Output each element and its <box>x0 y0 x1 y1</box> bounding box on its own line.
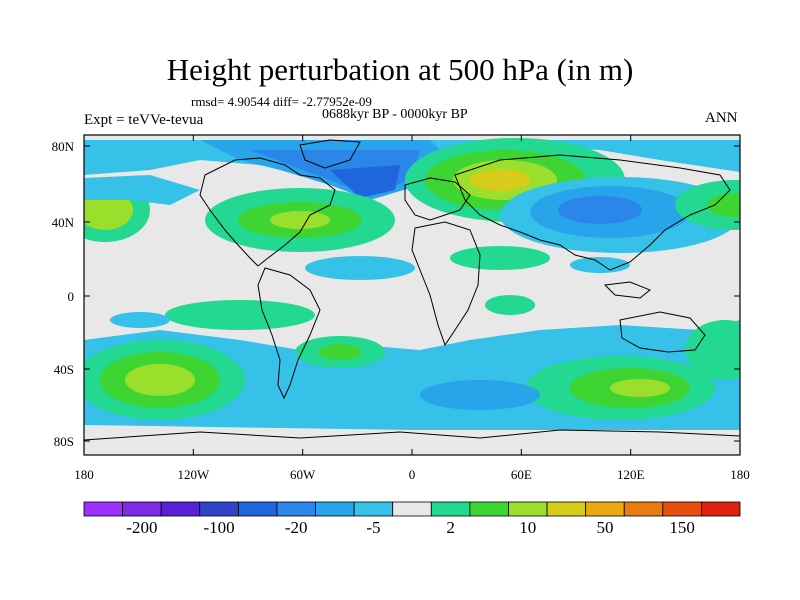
contour-green-mid <box>707 193 740 217</box>
x-tick-label: 120W <box>177 467 210 482</box>
colorbar-label: 10 <box>519 518 536 537</box>
contour-blue-dark <box>558 196 642 224</box>
contour-green <box>685 320 740 380</box>
x-tick-label: 60W <box>290 467 316 482</box>
colorbar-label: 2 <box>446 518 455 537</box>
contour-green-mid <box>318 344 362 360</box>
colorbar-swatch <box>701 501 741 517</box>
colorbar-label: -200 <box>126 518 157 537</box>
stats-text: rmsd= 4.90544 diff= -2.77952e-09 <box>191 94 372 109</box>
colorbar-swatch <box>199 501 239 517</box>
contour-green <box>165 300 315 330</box>
colorbar-swatch <box>585 501 625 517</box>
contour-yellowgreen <box>610 379 670 397</box>
colorbar-label: -100 <box>203 518 234 537</box>
x-tick-label: 180 <box>730 467 750 482</box>
y-tick-label: 0 <box>68 289 75 304</box>
colorbar-swatch <box>469 501 509 517</box>
season-label: ANN <box>705 110 738 126</box>
colorbar-swatch <box>430 501 471 517</box>
contour-cyan <box>110 312 170 328</box>
colorbar-swatch <box>122 501 162 517</box>
y-axis: 80N 40N 0 40S 80S <box>52 139 740 449</box>
x-tick-label: 180 <box>74 467 94 482</box>
contour-cyan <box>84 175 200 205</box>
contour-cyan <box>570 257 630 273</box>
colorbar-swatch <box>315 501 355 517</box>
colorbar-swatch <box>83 501 123 517</box>
coastlines <box>84 139 740 441</box>
contour-green <box>485 295 535 315</box>
colorbar-label: -5 <box>366 518 380 537</box>
contour-cyan <box>305 256 415 280</box>
period-text: 0688kyr BP - 0000kyr BP <box>322 107 468 122</box>
contour-yellowgreen <box>270 211 330 229</box>
contour-green <box>450 246 550 270</box>
colorbar-swatch <box>546 501 587 517</box>
contour-yellowgreen <box>125 364 195 396</box>
colorbar-swatch <box>508 501 548 517</box>
colorbar-label: 150 <box>669 518 695 537</box>
x-tick-label: 60E <box>511 467 532 482</box>
colorbar-swatch <box>392 501 432 517</box>
contour-blue <box>420 380 540 410</box>
x-axis: 180 120W 60W 0 60E 120E 180 <box>74 135 750 482</box>
map-title: Height perturbation at 500 hPa (in m) <box>166 52 634 87</box>
colorbar-swatch <box>353 501 394 517</box>
x-tick-label: 0 <box>409 467 416 482</box>
y-tick-label: 40S <box>54 362 74 377</box>
colorbar-label: -20 <box>285 518 308 537</box>
y-tick-label: 40N <box>52 215 75 230</box>
contour-blue-deep <box>330 165 400 198</box>
field-layer <box>84 135 740 455</box>
colorbar <box>83 501 741 517</box>
contour-yellowgreen <box>84 190 133 230</box>
y-tick-label: 80S <box>54 434 74 449</box>
x-tick-label: 120E <box>617 467 645 482</box>
colorbar-swatch <box>276 501 316 517</box>
colorbar-swatch <box>662 501 702 517</box>
colorbar-swatch <box>237 501 278 517</box>
colorbar-labels: -200 -100 -20 -5 2 10 50 150 <box>126 518 695 537</box>
colorbar-label: 50 <box>596 518 613 537</box>
colorbar-swatch <box>160 501 201 517</box>
experiment-label: Expt = teVVe-tevua <box>84 112 204 128</box>
contour-yellow <box>470 169 530 191</box>
y-tick-label: 80N <box>52 139 75 154</box>
colorbar-swatch <box>623 501 664 517</box>
